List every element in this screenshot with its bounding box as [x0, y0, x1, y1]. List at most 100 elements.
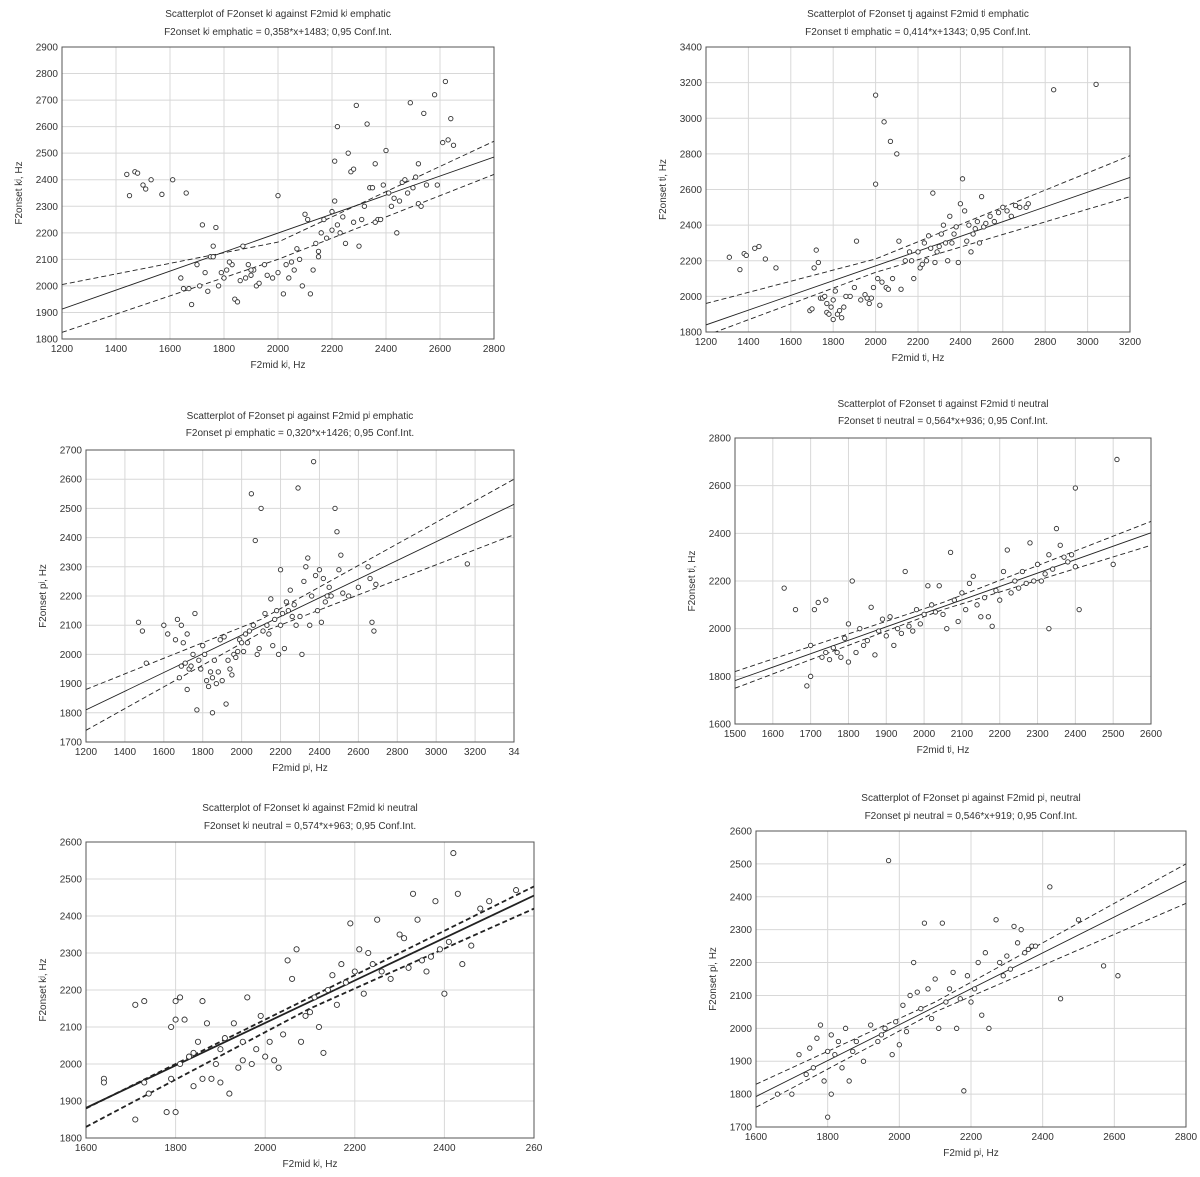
- data-point: [286, 275, 292, 281]
- data-point: [961, 1088, 967, 1094]
- y-tick-label: 2000: [36, 281, 59, 292]
- data-point: [843, 293, 849, 300]
- data-point: [299, 283, 305, 289]
- y-tick-label: 2600: [709, 481, 732, 492]
- x-axis-label: F2mid kʲ, Hz: [283, 1159, 338, 1170]
- data-point: [221, 275, 227, 281]
- data-point: [248, 267, 254, 273]
- data-point: [190, 1049, 197, 1056]
- data-point: [132, 1116, 139, 1123]
- data-point: [1032, 943, 1039, 949]
- data-point: [337, 230, 343, 236]
- data-point: [266, 631, 272, 637]
- data-point: [372, 219, 378, 225]
- data-point: [839, 315, 845, 321]
- x-tick-label: 2000: [254, 1143, 277, 1154]
- y-axis-label: F2onset tʲ, Hz: [687, 550, 698, 611]
- data-point: [323, 235, 330, 241]
- data-point: [1008, 213, 1014, 219]
- data-point: [930, 190, 936, 196]
- data-point: [140, 182, 146, 188]
- data-point: [940, 222, 947, 228]
- data-point: [141, 1079, 148, 1086]
- data-point: [369, 961, 376, 968]
- data-point: [923, 258, 930, 264]
- data-point: [320, 575, 326, 582]
- data-point: [283, 262, 289, 268]
- data-point: [817, 1022, 824, 1028]
- data-point: [825, 1114, 831, 1120]
- data-point: [196, 657, 202, 663]
- data-point: [248, 491, 255, 497]
- data-point: [367, 575, 373, 582]
- data-point: [209, 710, 216, 716]
- data-point: [846, 1078, 852, 1084]
- data-point: [274, 607, 280, 614]
- data-point: [415, 161, 422, 167]
- data-point: [374, 916, 381, 923]
- data-point: [293, 622, 299, 628]
- data-point: [200, 642, 206, 649]
- data-point: [845, 621, 852, 627]
- data-point: [307, 622, 313, 628]
- data-point: [821, 1078, 827, 1084]
- y-tick-label: 1800: [36, 335, 59, 346]
- data-point: [227, 666, 233, 672]
- data-point: [464, 561, 470, 567]
- data-point: [299, 651, 305, 658]
- data-point: [223, 701, 229, 707]
- data-point: [311, 994, 318, 1001]
- data-point: [737, 267, 743, 273]
- data-point: [275, 651, 282, 658]
- data-point: [268, 596, 274, 602]
- data-point: [190, 1083, 197, 1090]
- x-tick-label: 2000: [913, 729, 936, 740]
- data-point: [896, 1042, 902, 1048]
- data-point: [934, 249, 940, 255]
- data-point: [306, 1009, 314, 1016]
- y-tick-label: 2800: [680, 149, 703, 160]
- y-tick-label: 2000: [709, 624, 732, 635]
- data-point: [1017, 204, 1023, 210]
- ci-lower-line: [86, 534, 514, 731]
- x-tick-label: 2200: [907, 337, 930, 348]
- data-point: [853, 649, 859, 656]
- data-point: [184, 686, 190, 693]
- y-tick-label: 2400: [730, 892, 753, 903]
- data-point: [184, 631, 190, 637]
- x-tick-label: 1800: [213, 344, 236, 355]
- chart-subtitle: F2onset tʲ neutral = 0,564*x+936; 0,95 C…: [838, 416, 1048, 427]
- data-point: [814, 1035, 820, 1041]
- y-tick-label: 2000: [680, 292, 703, 303]
- plot-area: [62, 78, 494, 333]
- data-point: [297, 1038, 305, 1045]
- data-point: [903, 1028, 910, 1035]
- data-point: [1046, 626, 1052, 632]
- data-point: [440, 139, 446, 146]
- data-point: [966, 222, 972, 228]
- data-point: [340, 214, 346, 220]
- data-point: [824, 300, 830, 307]
- x-tick-label: 1900: [875, 729, 898, 740]
- data-point: [982, 950, 988, 956]
- data-point: [431, 92, 438, 98]
- data-point: [872, 92, 879, 98]
- data-point: [350, 166, 357, 172]
- data-point: [1008, 590, 1014, 596]
- data-point: [943, 999, 949, 1005]
- y-tick-label: 2700: [36, 96, 59, 107]
- x-tick-label: 2800: [483, 344, 506, 355]
- chart-panel-p-neutral: Scatterplot of F2onset pʲ against F2mid …: [600, 784, 1200, 1177]
- data-point: [828, 1091, 834, 1097]
- data-point: [404, 190, 411, 196]
- data-point: [364, 121, 370, 127]
- data-point: [898, 630, 905, 637]
- y-tick-label: 2400: [709, 529, 732, 540]
- data-point: [1051, 87, 1057, 93]
- data-point: [819, 654, 825, 660]
- x-tick-label: 260: [526, 1143, 543, 1154]
- data-point: [347, 920, 354, 927]
- data-point: [842, 1025, 849, 1031]
- data-point: [185, 1053, 193, 1060]
- data-point: [359, 216, 365, 223]
